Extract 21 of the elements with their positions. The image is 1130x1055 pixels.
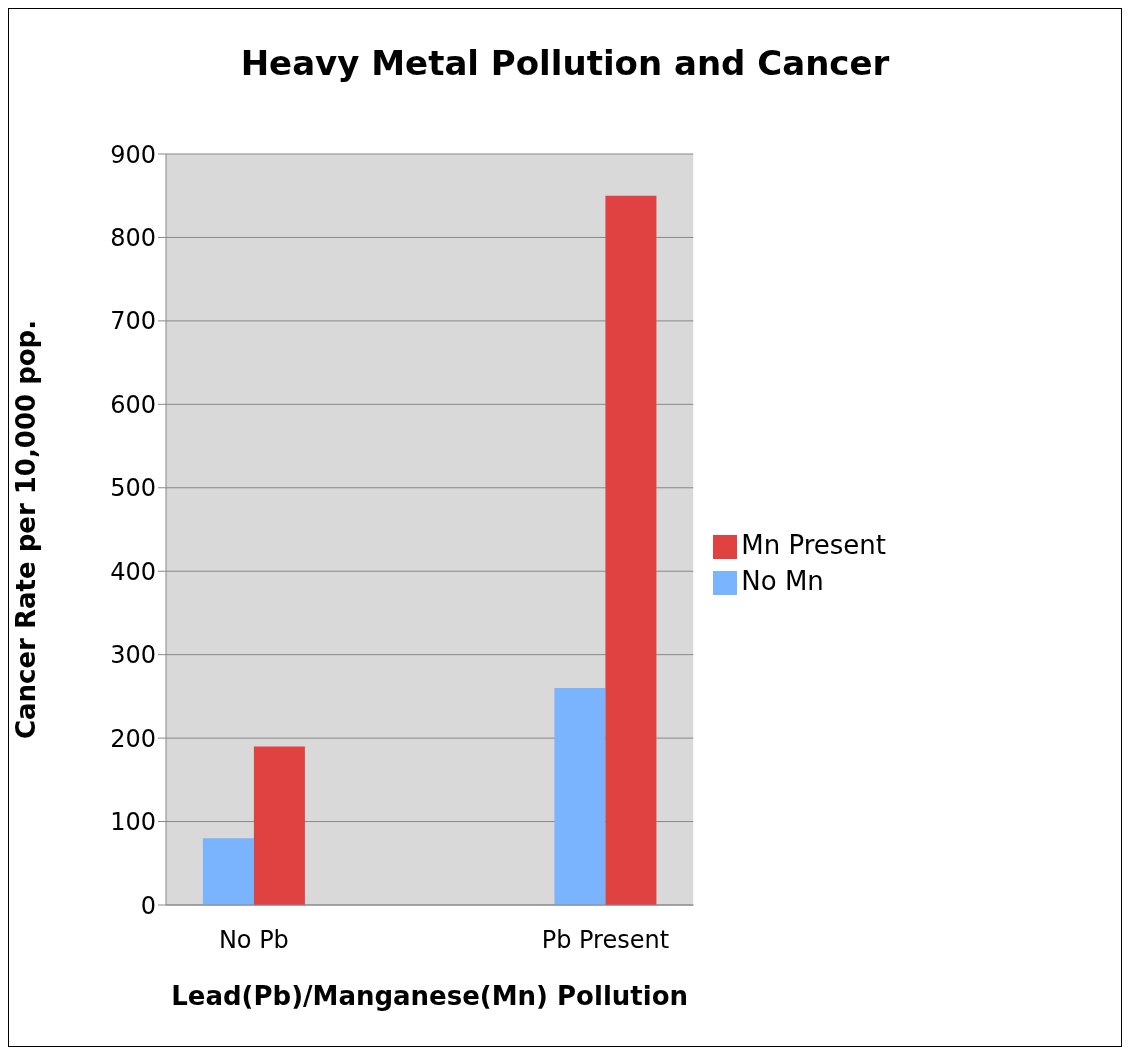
legend-label: Mn Present: [741, 530, 886, 560]
y-tick-label: 700: [110, 307, 156, 336]
y-tick-label: 900: [110, 140, 156, 169]
y-tick-label: 300: [110, 641, 156, 670]
y-tick-label: 600: [110, 390, 156, 419]
x-tick-label: Pb Present: [541, 926, 670, 955]
chart-title: Heavy Metal Pollution and Cancer: [239, 43, 891, 83]
x-tick-label: No Pb: [218, 926, 289, 955]
y-tick-label: 500: [110, 474, 156, 503]
bar: [605, 195, 657, 905]
y-tick-label: 200: [110, 724, 156, 753]
bar: [253, 746, 305, 905]
y-tick-label: 100: [110, 808, 156, 837]
y-tick-label: 0: [140, 891, 156, 920]
bar: [202, 838, 254, 905]
y-tick-label: 800: [110, 223, 156, 252]
bar: [554, 688, 606, 905]
legend-label: No Mn: [741, 566, 824, 596]
x-axis-title: Lead(Pb)/Manganese(Mn) Pollution: [171, 981, 689, 1011]
y-axis-title: Cancer Rate per 10,000 pop.: [11, 319, 42, 740]
y-tick-label: 400: [110, 557, 156, 586]
